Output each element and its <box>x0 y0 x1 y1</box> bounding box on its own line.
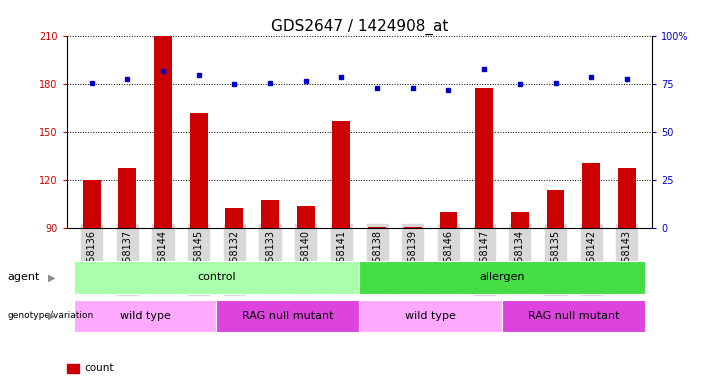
Text: genotype/variation: genotype/variation <box>7 311 93 320</box>
Bar <box>332 121 350 228</box>
Bar <box>368 227 386 228</box>
Bar <box>618 168 636 228</box>
Bar <box>475 88 493 228</box>
Bar <box>154 36 172 228</box>
Text: agent: agent <box>7 272 39 283</box>
Text: control: control <box>197 272 236 283</box>
Text: ▶: ▶ <box>48 272 55 283</box>
Bar <box>226 208 243 228</box>
Text: RAG null mutant: RAG null mutant <box>242 311 334 321</box>
Bar <box>440 212 458 228</box>
Bar <box>190 113 207 228</box>
Text: wild type: wild type <box>405 311 456 321</box>
Text: RAG null mutant: RAG null mutant <box>528 311 619 321</box>
Text: ▶: ▶ <box>48 311 55 321</box>
Bar <box>118 168 136 228</box>
Title: GDS2647 / 1424908_at: GDS2647 / 1424908_at <box>271 19 448 35</box>
Bar <box>404 227 422 228</box>
Bar <box>261 200 279 228</box>
Bar <box>547 190 564 228</box>
Bar <box>297 206 315 228</box>
Bar <box>511 212 529 228</box>
Text: wild type: wild type <box>120 311 170 321</box>
Text: count: count <box>84 363 114 373</box>
Bar <box>83 180 100 228</box>
Bar <box>583 163 600 228</box>
Text: allergen: allergen <box>479 272 525 283</box>
